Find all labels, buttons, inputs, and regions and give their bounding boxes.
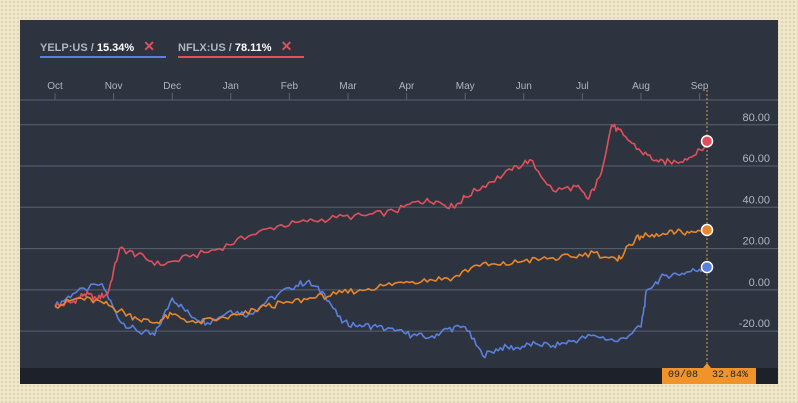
series-line-yelpus	[54, 264, 712, 359]
series-line-index	[54, 228, 712, 325]
x-tick-label: Oct	[47, 81, 63, 92]
x-tick-label: Jun	[516, 81, 532, 92]
legend-item-yelp-name: YELP:US	[40, 42, 88, 54]
x-tick-label: Aug	[632, 81, 650, 92]
x-tick-label: Mar	[339, 81, 357, 92]
y-tick-label: -20.00	[739, 318, 770, 330]
crosshair-readout: 09/08 32.84%	[662, 368, 756, 384]
y-tick-label: 0.00	[749, 277, 770, 289]
remove-nflx-icon[interactable]: ✕	[280, 38, 293, 54]
y-tick-label: 40.00	[742, 194, 770, 206]
x-tick-label: Apr	[399, 81, 415, 92]
chart-footer	[20, 368, 778, 384]
end-marker-index	[700, 223, 714, 237]
readout-date: 09/08	[668, 370, 699, 381]
legend-yelp-swatch	[40, 56, 166, 58]
series-line-nflxus	[54, 123, 712, 307]
y-tick-label: 20.00	[742, 236, 770, 248]
x-tick-label: Feb	[281, 81, 299, 92]
x-tick-label: Dec	[163, 81, 181, 92]
legend-item-nflx-name: NFLX:US	[178, 42, 226, 54]
end-marker-nflxus	[700, 135, 714, 148]
y-tick-label: 60.00	[742, 153, 770, 165]
x-tick-label: Jan	[223, 81, 239, 92]
readout-value: 32.84%	[712, 370, 749, 381]
x-tick-label: Nov	[105, 81, 123, 92]
y-tick-label: 80.00	[742, 112, 770, 124]
legend-item-yelp: YELP:US / 15.34% ✕	[40, 38, 166, 58]
legend-item-nflx: NFLX:US / 78.11% ✕	[178, 38, 304, 58]
x-tick-label: May	[456, 81, 475, 92]
legend-item-yelp-value: 15.34%	[96, 42, 135, 54]
chart-panel: YELP:US / 15.34% ✕ NFLX:US / 78.11% ✕ Oc…	[20, 20, 778, 384]
end-marker-yelpus	[700, 260, 714, 274]
readout-pointer	[703, 363, 711, 368]
legend-item-nflx-value: 78.11%	[234, 42, 272, 54]
remove-yelp-icon[interactable]: ✕	[143, 38, 155, 54]
x-tick-label: Jul	[576, 81, 589, 92]
legend-nflx-swatch	[178, 56, 304, 58]
line-chart[interactable]: Oct Nov Dec Jan Feb Mar Apr May Jun Jul Aug Sep 80.0…	[20, 20, 778, 368]
x-tick-label: Sep	[691, 81, 709, 92]
